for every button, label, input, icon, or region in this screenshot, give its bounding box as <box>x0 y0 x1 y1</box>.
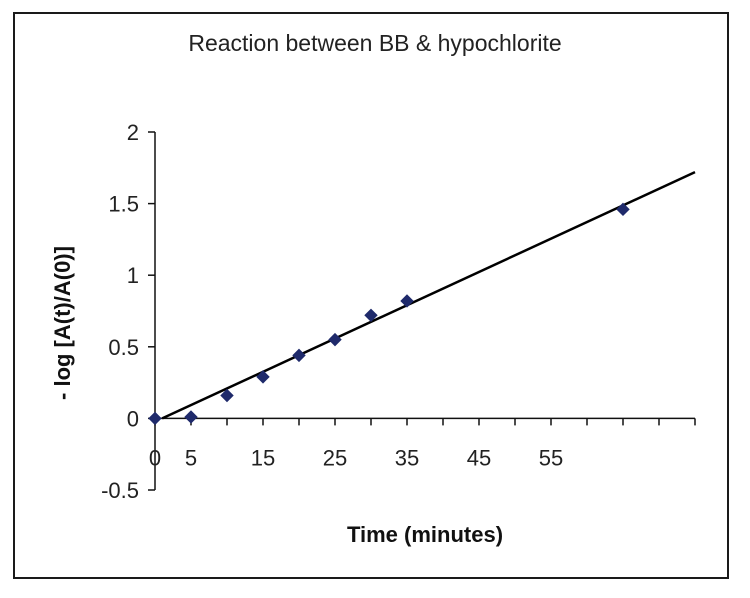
y-tick-label: 1.5 <box>108 192 139 217</box>
data-point-marker <box>328 332 342 347</box>
data-point-marker <box>220 388 234 403</box>
data-point-marker <box>616 202 630 217</box>
x-tick-label: 0 <box>149 445 161 470</box>
x-axis-label: Time (minutes) <box>346 522 504 547</box>
y-tick-label: 1 <box>127 263 139 288</box>
data-point-marker <box>148 411 162 426</box>
x-tick-label: 45 <box>467 445 491 470</box>
x-tick-label: 55 <box>539 445 563 470</box>
y-tick-label: -0.5 <box>101 478 139 503</box>
trend-line <box>161 170 696 420</box>
data-point-marker <box>184 410 198 424</box>
chart-frame <box>13 12 729 579</box>
data-point-marker <box>292 348 306 363</box>
x-tick-label: 15 <box>251 445 275 470</box>
y-tick-label: 0 <box>127 406 139 431</box>
x-tick-label: 5 <box>185 445 197 470</box>
chart-title: Reaction between BB & hypochlorite <box>188 30 562 56</box>
data-point-marker <box>400 294 414 308</box>
data-point-marker <box>256 370 270 384</box>
data-point-marker <box>364 308 378 323</box>
y-tick-label: 2 <box>127 120 139 145</box>
y-tick-label: 0.5 <box>108 335 139 360</box>
x-tick-label: 25 <box>323 445 347 470</box>
x-tick-label: 35 <box>395 445 419 470</box>
